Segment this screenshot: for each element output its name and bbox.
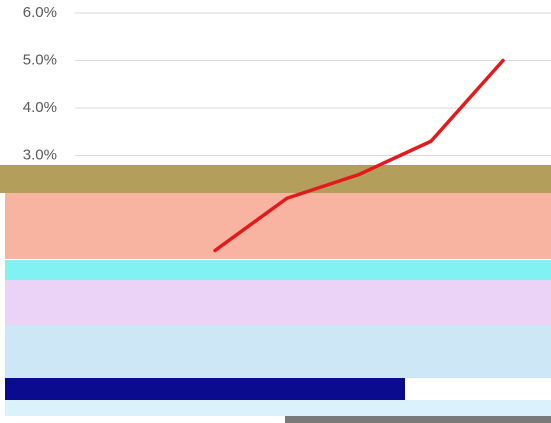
band [5, 400, 551, 416]
series-line [213, 58, 505, 253]
y-tick-label: 6.0% [23, 4, 57, 21]
y-tick-label: 3.0% [23, 146, 57, 163]
grid: 3.0% 4.0% 5.0% 6.0% [23, 4, 551, 163]
band [285, 416, 551, 423]
overlay-bands [0, 165, 551, 423]
band [0, 165, 551, 193]
band [5, 325, 551, 378]
y-tick-label: 4.0% [23, 99, 57, 116]
band [5, 260, 551, 280]
y-tick-label: 5.0% [23, 51, 57, 68]
series [213, 58, 505, 253]
band [5, 378, 405, 400]
band [5, 280, 551, 325]
